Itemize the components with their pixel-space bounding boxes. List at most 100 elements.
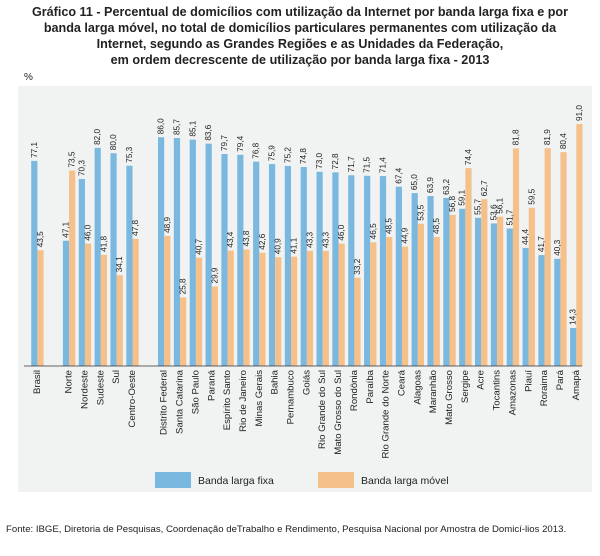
category-label: São Paulo xyxy=(190,370,201,414)
value-label-fixa: 14,3 xyxy=(569,309,578,325)
bar-fixa xyxy=(300,167,307,366)
category-label: Rio Grande do Sul xyxy=(317,370,328,449)
y-axis-label: % xyxy=(24,72,33,83)
value-label-movel: 74,4 xyxy=(464,149,473,165)
bar-movel xyxy=(338,243,345,366)
bar-fixa xyxy=(253,161,260,366)
value-label-fixa: 67,4 xyxy=(394,167,403,183)
category-label: Tocantins xyxy=(492,370,503,411)
bar-fixa xyxy=(62,240,70,366)
chart-title-line-4: em ordem decrescente de utilização por b… xyxy=(110,53,490,67)
value-label-fixa: 59,1 xyxy=(458,189,467,205)
bar-movel xyxy=(227,250,234,366)
bar-fixa xyxy=(443,197,450,366)
value-label-movel: 80,4 xyxy=(559,133,568,149)
value-label-movel: 40,9 xyxy=(274,238,283,254)
bar-fixa xyxy=(78,179,85,366)
category-label: Alagoas xyxy=(412,370,423,405)
bar-fixa xyxy=(110,153,117,366)
category-label: Mato Grosso xyxy=(444,370,455,425)
bar-fixa xyxy=(268,164,276,366)
value-label-movel: 43,8 xyxy=(242,230,251,246)
category-label: Sul xyxy=(111,370,122,384)
category-label: Piauí xyxy=(523,370,534,392)
bar-movel xyxy=(370,242,377,366)
bar-fixa xyxy=(158,137,165,366)
value-label-movel: 47,8 xyxy=(131,219,140,235)
category-label: Santa Catarina xyxy=(175,369,186,434)
category-label: Rondônia xyxy=(349,369,360,411)
bar-movel xyxy=(528,207,535,366)
category-label: Ceará xyxy=(396,369,407,396)
bar-fixa xyxy=(364,175,371,366)
value-label-movel: 33,2 xyxy=(353,258,362,274)
value-label-movel: 73,5 xyxy=(68,151,77,167)
chart-title-line-2: banda larga móvel, no total de domicílio… xyxy=(43,21,557,35)
value-label-fixa: 74,8 xyxy=(299,148,308,164)
value-label-fixa: 79,7 xyxy=(220,135,229,151)
bar-movel xyxy=(132,238,139,366)
category-label: Brasil xyxy=(32,370,43,394)
category-label: Mato Grosso do Sul xyxy=(333,370,344,455)
value-label-movel: 91,0 xyxy=(575,105,584,121)
value-label-fixa: 73,0 xyxy=(315,152,324,168)
bar-fixa xyxy=(126,165,133,366)
category-label: Paraíba xyxy=(365,369,376,403)
value-label-movel: 48,9 xyxy=(163,217,172,233)
value-label-fixa: 75,3 xyxy=(125,146,134,162)
category-label: Rio de Janeiro xyxy=(238,370,249,432)
bar-movel xyxy=(100,254,107,366)
bar-fixa xyxy=(237,154,244,366)
bar-movel xyxy=(497,216,504,366)
bar-fixa xyxy=(475,217,482,366)
bar-movel xyxy=(544,148,551,366)
value-label-fixa: 40,3 xyxy=(553,239,562,255)
value-label-fixa: 77,1 xyxy=(30,142,39,158)
bar-movel xyxy=(512,148,520,366)
value-label-fixa: 86,0 xyxy=(157,118,166,134)
value-label-fixa: 71,5 xyxy=(363,156,372,172)
bar-fixa xyxy=(506,228,513,366)
legend: Banda larga fixa Banda larga móvel xyxy=(155,472,449,488)
bar-movel xyxy=(291,256,298,366)
bar-movel xyxy=(560,152,567,366)
value-label-fixa: 53,6 xyxy=(489,204,498,220)
value-label-movel: 25,8 xyxy=(179,278,188,294)
value-label-movel: 44,9 xyxy=(401,227,410,243)
legend-label-movel: Banda larga móvel xyxy=(361,475,449,487)
bar-fixa xyxy=(189,139,196,366)
value-label-fixa: 83,6 xyxy=(204,124,213,140)
bar-fixa xyxy=(379,176,387,366)
category-label: Paraná xyxy=(206,369,217,401)
bar-fixa xyxy=(316,171,323,366)
bar-fixa xyxy=(395,186,402,366)
value-labels-group: 77,1 43,5 47,1 73,570,3 46,0 82,0 41,8 80,0 34,1… xyxy=(30,105,584,325)
value-label-fixa: 63,9 xyxy=(426,177,435,193)
value-label-movel: 42,6 xyxy=(258,233,267,249)
value-label-movel: 48,5 xyxy=(432,218,441,234)
bar-fixa xyxy=(173,138,181,366)
value-label-movel: 43,4 xyxy=(226,231,235,247)
bar-movel xyxy=(465,168,472,366)
category-label: Distrito Federal xyxy=(159,370,170,435)
bar-movel xyxy=(386,236,393,366)
value-label-movel: 56,8 xyxy=(448,196,457,212)
value-label-movel: 81,9 xyxy=(543,129,552,145)
source-note: Fonte: IBGE, Diretoria de Pesquisas, Coo… xyxy=(6,524,567,535)
bar-fixa xyxy=(459,208,466,366)
value-label-movel: 43,3 xyxy=(321,231,330,247)
value-label-movel: 46,5 xyxy=(369,223,378,239)
value-label-fixa: 76,8 xyxy=(252,142,261,158)
value-label-fixa: 79,4 xyxy=(236,135,245,151)
category-label: Sudeste xyxy=(95,370,106,405)
bar-fixa xyxy=(554,258,561,366)
value-label-movel: 46,0 xyxy=(337,224,346,240)
bar-movel xyxy=(354,277,361,366)
bar-fixa xyxy=(221,154,228,366)
category-label: Maranhão xyxy=(428,370,439,413)
bar-movel xyxy=(306,250,314,366)
category-label: Pernambuco xyxy=(286,370,297,424)
value-label-fixa: 55,7 xyxy=(474,198,483,214)
bar-fixa xyxy=(94,147,101,366)
value-label-movel: 40,7 xyxy=(195,238,204,254)
